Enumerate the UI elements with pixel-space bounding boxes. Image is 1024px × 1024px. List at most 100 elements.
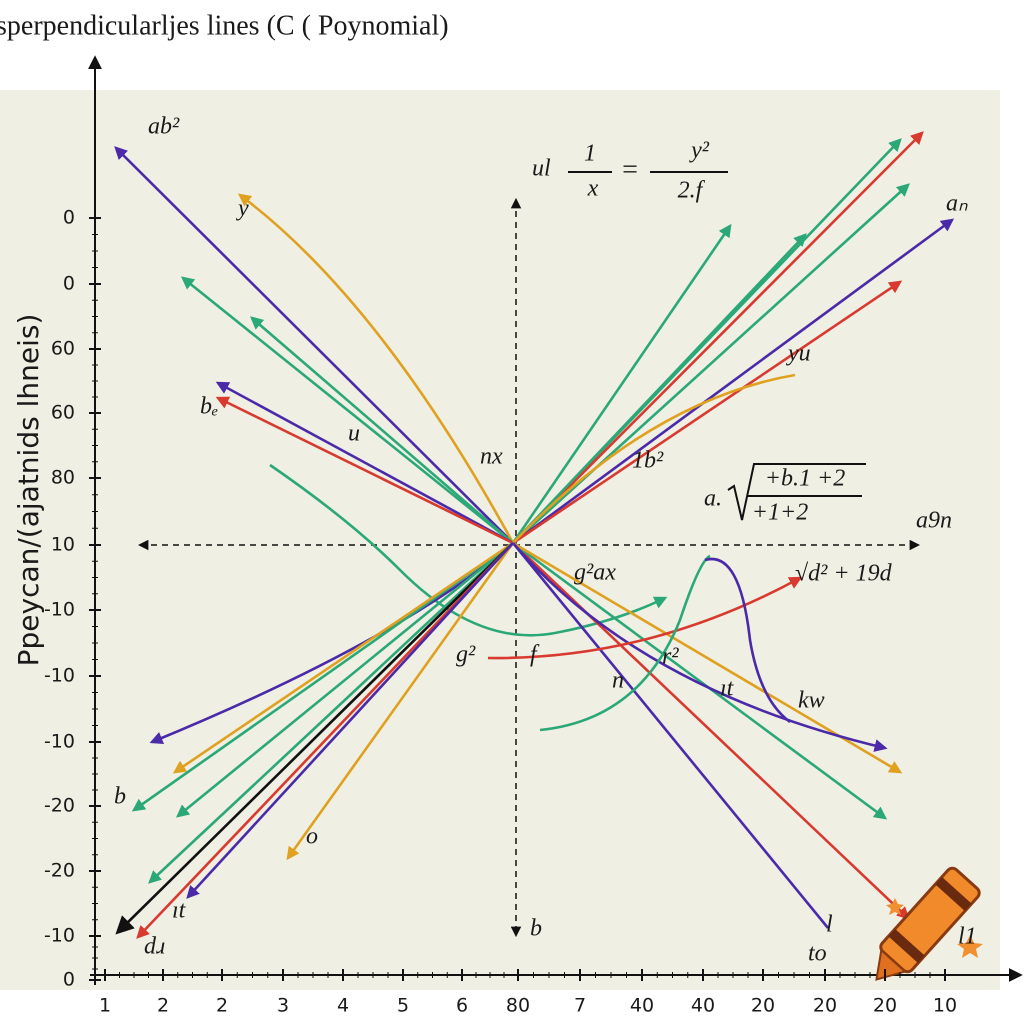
- y-tick-label: 80: [51, 467, 75, 489]
- curve: [180, 276, 514, 545]
- annotation: b: [530, 916, 542, 942]
- crayon-tip: [875, 948, 908, 981]
- curve: [511, 223, 732, 544]
- annotation: l: [826, 912, 833, 938]
- annotation: dɹ: [144, 934, 165, 960]
- annotation: b: [114, 784, 126, 810]
- curve: [512, 373, 796, 544]
- annotation: √d² + 19d: [795, 561, 893, 587]
- star: [886, 898, 904, 915]
- crayon-band: [888, 928, 925, 964]
- y-tick-label: 10: [51, 534, 75, 556]
- x-tick-label: 10: [933, 995, 957, 1017]
- y-tick-label: -10: [44, 665, 75, 687]
- radical-text: a.: [704, 486, 722, 512]
- curve: [512, 183, 910, 544]
- curve: [215, 381, 514, 545]
- radical-text: +b.1 +2: [765, 466, 845, 492]
- plot-background: [0, 90, 1000, 990]
- formula-text: y²: [689, 138, 710, 164]
- radical: a. +b.1 +2 +1+2: [704, 463, 866, 526]
- x-tick-label: 7: [574, 995, 586, 1017]
- annotation: g²: [456, 642, 476, 668]
- annotation: n: [612, 668, 624, 694]
- curves: [114, 131, 955, 939]
- curve: [115, 542, 514, 935]
- formula-text: x: [587, 176, 599, 202]
- y-tick-label: -20: [44, 860, 75, 882]
- curve: [148, 542, 514, 884]
- annotation: nx: [480, 444, 503, 470]
- formula: ul 1 x = y² 2.f: [532, 138, 728, 204]
- radical-text: +1+2: [752, 500, 808, 526]
- curve: [512, 131, 924, 544]
- radical-sign: [727, 463, 866, 521]
- y-tick-label: 60: [51, 402, 75, 424]
- y-tick-label: -10: [44, 599, 75, 621]
- y-tick-label: -10: [44, 925, 75, 947]
- x-tick-label: 20: [873, 995, 897, 1017]
- curve: [487, 576, 803, 660]
- y-tick-label: 0: [63, 207, 75, 229]
- x-tick-label: 80: [506, 995, 530, 1017]
- formula-text: 2.f: [678, 178, 706, 204]
- x-tick-label: 20: [813, 995, 837, 1017]
- y-tick-label: 0: [63, 969, 75, 991]
- annotation: yu: [786, 341, 811, 367]
- annotation: ab²: [148, 114, 180, 140]
- y-tick-label: 60: [51, 338, 75, 360]
- formula-text: =: [622, 154, 638, 185]
- curve: [512, 280, 903, 545]
- star: [957, 935, 983, 958]
- annotation: r²: [662, 644, 679, 670]
- annotation: y: [236, 196, 249, 222]
- curve: [186, 542, 514, 899]
- crayon: [875, 866, 983, 981]
- curve: [704, 557, 791, 724]
- annotation: o: [306, 824, 318, 850]
- curve: [175, 541, 514, 818]
- formula-text: ul: [532, 156, 551, 182]
- annotation: ıt: [720, 676, 735, 702]
- annotation: u: [348, 421, 360, 447]
- curve: [539, 554, 711, 732]
- annotation: l1: [958, 924, 977, 950]
- x-tick-label: 2: [216, 995, 228, 1017]
- curve: [136, 542, 514, 939]
- axes: [88, 55, 1023, 985]
- annotation: aₙ: [946, 191, 968, 217]
- x-tick-label: 5: [397, 995, 409, 1017]
- x-tick-label: 3: [277, 995, 289, 1017]
- curve: [250, 316, 514, 544]
- curve: [512, 233, 807, 544]
- curve: [269, 463, 668, 637]
- annotation: to: [808, 941, 827, 967]
- x-tick-label: 2: [157, 995, 169, 1017]
- curve: [131, 541, 514, 812]
- x-tick-label: 1: [99, 995, 111, 1017]
- annotation: bₑ: [200, 394, 218, 420]
- x-tick-label: 6: [456, 995, 468, 1017]
- annotation: ıt: [172, 898, 187, 924]
- annotation: g²ax: [574, 560, 616, 586]
- x-tick-label: 20: [751, 995, 775, 1017]
- y-tick-label: 0: [63, 273, 75, 295]
- annotation: f: [530, 642, 540, 668]
- curve: [512, 541, 888, 820]
- title: sperpendicularljes lines (C ( Poynomial): [0, 10, 449, 41]
- curve: [512, 542, 888, 752]
- tick-labels: 0 0 60 60 80 10 -10 -10 -10 -20 -20 -10 0 1 2 2 3 4 5 6 80 7 4…: [44, 207, 957, 1017]
- curve: [114, 146, 514, 544]
- x-tick-label: 4: [337, 995, 349, 1017]
- crayon-band: [935, 876, 972, 912]
- curve: [286, 542, 515, 861]
- curve: [215, 396, 514, 545]
- curve: [172, 541, 514, 774]
- curve: [237, 193, 515, 544]
- annotation: 1b²: [632, 448, 664, 474]
- annotation: kw: [798, 688, 825, 714]
- y-tick-label: -20: [44, 795, 75, 817]
- y-tick-label: -10: [44, 731, 75, 753]
